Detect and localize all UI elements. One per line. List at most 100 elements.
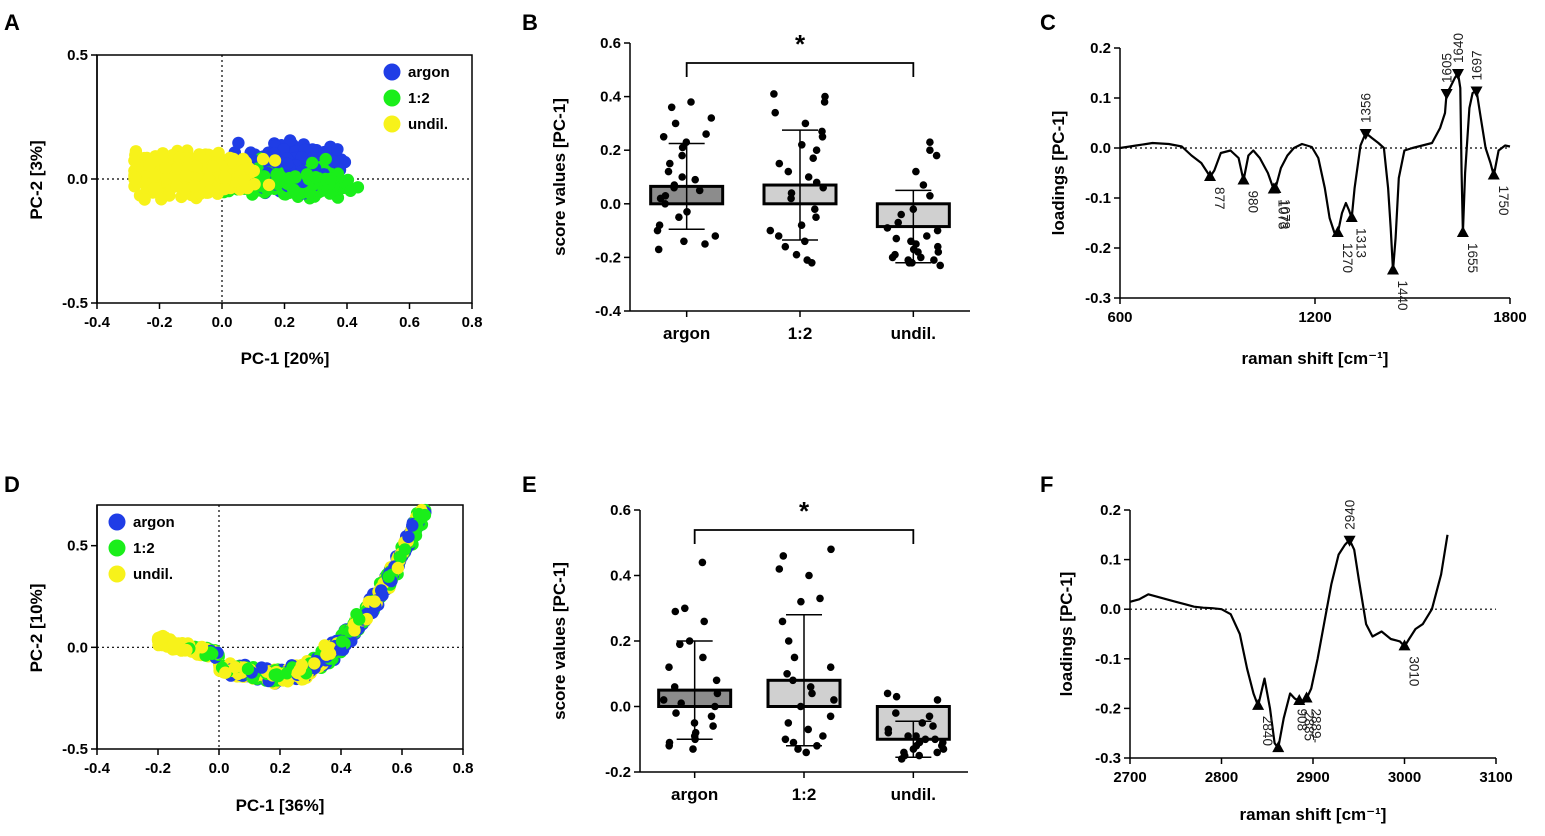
data-point [821, 92, 829, 101]
data-point [801, 237, 809, 246]
data-point [670, 183, 678, 192]
loadings-line-chart-c: -0.3 -0.2 -0.1 0.0 0.1 0.2 600 1200 1800 877 980 10… [1049, 33, 1527, 368]
y-tick-label: 0.5 [67, 538, 88, 555]
scatter-point-undil [256, 152, 270, 166]
loadings-line [1119, 71, 1511, 272]
data-point [804, 725, 812, 734]
x-category-label: undil. [891, 324, 936, 343]
pca-scatter-a: -0.5 0.0 0.5 -0.4 -0.2 0.0 0.2 0.4 0.6 0.8 argon 1:… [27, 47, 482, 368]
peak-label: 1313 [1354, 228, 1369, 258]
peak-marker [1487, 168, 1500, 180]
data-point [775, 159, 784, 168]
scatter-point-12 [324, 172, 337, 185]
scatter-point-undil [151, 633, 165, 646]
data-point [826, 663, 835, 671]
y-axis-title: PC-2 [10%] [27, 584, 46, 673]
x-tick-label: 2700 [1113, 769, 1146, 786]
y-axis-title: loadings [PC-1] [1057, 572, 1076, 697]
peak-marker [1300, 691, 1313, 703]
y-tick-label: 0.0 [67, 171, 88, 188]
peak-label-line: 877 [1212, 187, 1227, 210]
panel-label-c: C [1040, 10, 1056, 35]
peak-label: 1655 [1465, 243, 1480, 273]
scatter-point-undil [218, 171, 232, 184]
y-tick-label: 0.0 [610, 699, 631, 716]
x-tick-label: 0.4 [331, 760, 353, 777]
y-tick-label: 0.2 [610, 633, 631, 650]
y-tick-label: 0.0 [1090, 140, 1111, 157]
data-point [884, 728, 893, 737]
scatter-point-undil [171, 162, 184, 175]
data-point [804, 173, 813, 181]
data-point [797, 221, 806, 229]
x-tick-label: 0.0 [212, 314, 233, 331]
legend-label: undil. [133, 566, 173, 583]
data-point [709, 722, 717, 730]
x-axis-title: raman shift [cm⁻¹] [1240, 805, 1387, 824]
significance-bracket [685, 62, 915, 77]
data-point [713, 689, 722, 698]
data-point [685, 637, 694, 645]
x-axis-title: PC-1 [20%] [241, 349, 330, 368]
data-point [819, 183, 827, 192]
peak-label-line: 1078 [1277, 199, 1292, 229]
data-point [926, 192, 934, 200]
data-point [664, 167, 673, 176]
data-point [672, 709, 680, 717]
data-point [667, 103, 676, 112]
scatter-point-12 [306, 156, 319, 170]
peak-marker [1456, 226, 1469, 237]
data-point [915, 751, 923, 760]
data-point [678, 173, 686, 181]
data-point [659, 696, 668, 704]
data-point [930, 256, 938, 264]
scatter-point-undil [219, 666, 232, 679]
data-point [779, 552, 788, 560]
peak-label-line: 2889- [1309, 708, 1324, 743]
scatter-point-12 [344, 184, 357, 197]
data-point [677, 699, 685, 707]
peak-label: 1078 [1277, 199, 1292, 229]
data-point [812, 213, 820, 221]
scatter-points [151, 503, 432, 690]
scatter-point-argon [402, 530, 415, 544]
data-point [939, 745, 948, 753]
data-point [830, 696, 838, 704]
data-point [670, 683, 679, 691]
y-tick-label: 0.2 [1100, 502, 1121, 519]
y-axis-title: score values [PC-1] [550, 98, 569, 256]
data-point [711, 232, 720, 240]
pca-scatter-d: -0.5 0.0 0.5 -0.4 -0.2 0.0 0.2 0.4 0.6 0.8 argon 1:… [27, 503, 473, 815]
data-point [883, 689, 892, 698]
y-tick-label: -0.1 [1095, 651, 1121, 668]
data-point [797, 597, 805, 606]
scatter-point-undil [143, 158, 156, 172]
scatter-points [128, 134, 365, 206]
y-tick-label: 0.0 [1100, 601, 1121, 618]
scatter-point-undil [180, 643, 193, 657]
panel-label-f: F [1040, 472, 1054, 497]
y-tick-label: -0.2 [595, 249, 621, 266]
peak-label-line: 1440 [1395, 281, 1410, 311]
data-point [784, 167, 793, 176]
data-point [809, 154, 817, 162]
data-point [671, 607, 680, 616]
data-point [790, 653, 799, 662]
data-point [659, 133, 668, 141]
scatter-point-undil [156, 147, 169, 160]
data-point [892, 234, 901, 243]
peak-marker [1398, 639, 1411, 651]
data-point [681, 604, 689, 613]
data-point [774, 232, 783, 240]
data-point [789, 676, 797, 685]
panel-label-b: B [522, 10, 538, 35]
x-axis-title: PC-1 [36%] [236, 796, 325, 815]
y-tick-label: 0.6 [600, 35, 621, 52]
data-point [909, 205, 918, 213]
peak-label-line: 1313 [1354, 228, 1369, 258]
data-point [929, 722, 937, 730]
y-tick-label: 0.4 [600, 89, 622, 106]
score-bar-chart-b: -0.4 -0.2 0.0 0.2 0.4 0.6 argon 1:2 undil. * score… [550, 29, 970, 343]
data-point [818, 133, 827, 141]
data-point [802, 748, 810, 757]
